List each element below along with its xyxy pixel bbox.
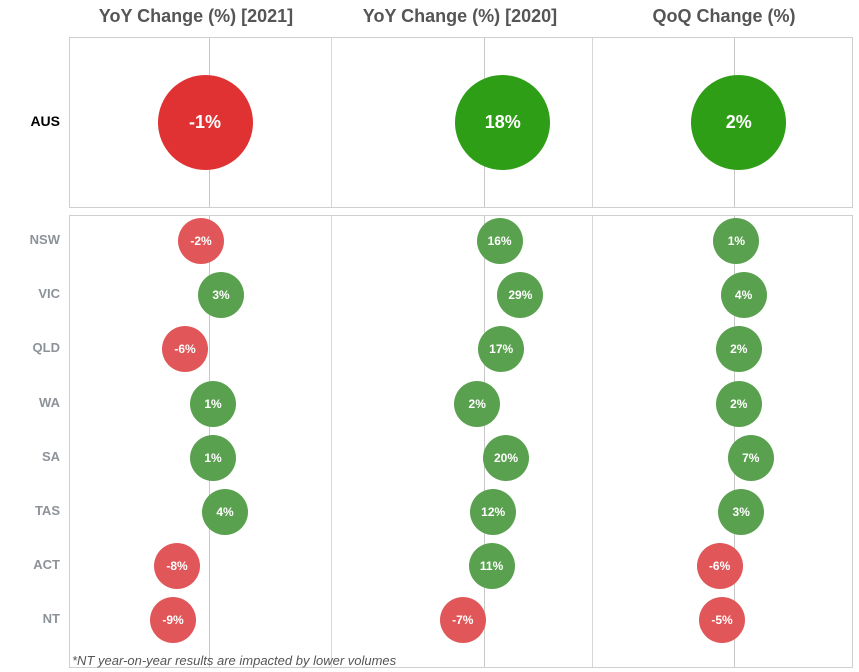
bubble-act-col3: -6% — [696, 543, 743, 590]
bubble-nt-col2: -7% — [439, 597, 486, 644]
bubble-vic-col2: 29% — [497, 272, 544, 319]
bubble-qld-col1: -6% — [162, 326, 208, 373]
footnote: *NT year-on-year results are impacted by… — [72, 653, 397, 668]
column-header-2: YoY Change (%) [2020] — [362, 6, 558, 26]
bubble-qld-col2: 17% — [478, 326, 525, 373]
bubble-act-col2: 11% — [468, 543, 515, 590]
bubble-sa-col3: 7% — [727, 434, 774, 481]
bubble-sa-col1: 1% — [190, 434, 236, 481]
bubble-wa-col1: 1% — [190, 380, 236, 427]
row-label-aus: AUS — [30, 113, 60, 129]
row-label-nsw: NSW — [29, 232, 60, 247]
row-label-vic: VIC — [38, 286, 60, 302]
bubble-vic-col3: 4% — [720, 272, 767, 319]
column-divider — [592, 216, 593, 667]
bubble-tas-col1: 4% — [202, 489, 248, 535]
row-label-sa: SA — [41, 448, 60, 464]
row-label-wa: WA — [39, 394, 60, 410]
bubble-sa-col2: 20% — [483, 434, 529, 481]
bubble-qld-col3: 2% — [715, 326, 762, 373]
bubble-act-col1: -8% — [154, 543, 200, 590]
bubble-aus-col2: 18% — [455, 74, 551, 170]
row-label-act: ACT — [33, 557, 60, 573]
row-label-qld: QLD — [32, 340, 60, 356]
bubble-nt-col3: -5% — [699, 597, 745, 644]
bubble-tas-col2: 12% — [470, 489, 517, 535]
row-label-tas: TAS — [34, 503, 60, 518]
bubble-wa-col3: 2% — [715, 380, 762, 427]
column-header-3: QoQ Change (%) — [652, 6, 796, 26]
bubble-vic-col1: 3% — [198, 272, 244, 319]
bubble-nt-col1: -9% — [150, 597, 196, 644]
bubble-nsw-col1: -2% — [178, 218, 224, 264]
bubble-aus-col1: -1% — [157, 74, 253, 170]
zero-reference-line — [484, 216, 485, 667]
column-header-1: YoY Change (%) [2021] — [98, 6, 294, 26]
column-divider — [331, 216, 332, 667]
bubble-tas-col3: 3% — [718, 489, 765, 535]
bubble-nsw-col2: 16% — [476, 218, 523, 264]
column-divider — [331, 38, 332, 207]
bubble-nsw-col3: 1% — [713, 218, 760, 264]
row-label-nt: NT — [42, 611, 60, 627]
bubble-wa-col2: 2% — [454, 380, 501, 427]
column-divider — [592, 38, 593, 207]
bubble-aus-col3: 2% — [691, 74, 787, 170]
